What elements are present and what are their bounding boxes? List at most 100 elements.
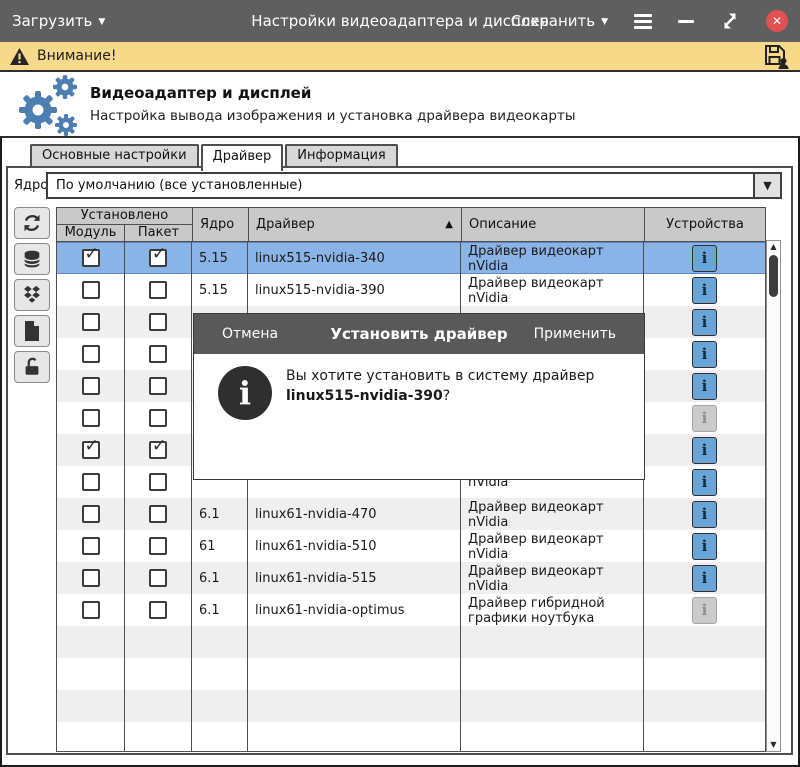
column-header-devices[interactable]: Устройства [666,217,744,232]
package-checkbox[interactable] [149,537,167,555]
device-info-button[interactable]: i [692,468,717,496]
sort-ascending-icon: ▲ [445,219,453,230]
module-checkbox[interactable] [81,377,100,395]
package-checkbox[interactable] [149,281,167,299]
info-icon: i [701,313,708,331]
description-cell: Драйвер видеокарт nVidia [461,274,644,306]
lock-open-icon [25,357,39,375]
file-icon [25,321,39,341]
kernel-cell: 6.1 [192,498,248,530]
package-checkbox[interactable] [149,569,167,587]
scroll-down-icon[interactable]: ▼ [770,740,777,749]
device-info-button[interactable]: i [692,564,717,592]
description-cell: Драйвер видеокарт nVidia [461,498,644,530]
device-info-button[interactable]: i [692,500,717,528]
column-header-package[interactable]: Пакет [137,225,180,240]
refresh-icon [24,214,40,232]
module-checkbox[interactable] [81,569,100,587]
kernel-cell: 6.1 [192,562,248,594]
page-title: Видеоадаптер и дисплей [90,84,312,102]
unlock-button[interactable] [14,351,50,383]
device-info-button: i [692,404,717,432]
repository-button[interactable] [14,243,50,275]
table-row[interactable]: 5.15 linux515-nvidia-390 Драйвер видеока… [57,274,765,306]
column-header-kernel[interactable]: Ядро [193,208,249,241]
module-checkbox[interactable] [81,345,100,363]
module-checkbox[interactable] [81,409,100,427]
chevron-down-icon: ▼ [98,17,106,27]
cancel-button[interactable]: Отмена [222,326,279,342]
save-config-button[interactable] [763,43,790,69]
package-checkbox[interactable] [149,505,167,523]
database-icon [23,250,41,268]
kernel-cell: 6.1 [192,594,248,626]
package-checkbox[interactable] [149,345,167,363]
vertical-scrollbar[interactable]: ▲ ▼ [766,240,781,752]
column-header-driver[interactable]: Драйвер ▲ [249,208,462,241]
titlebar-controls: Сохранить ▼ ✕ [511,10,788,32]
table-row[interactable]: 6.1 linux61-nvidia-optimus Драйвер гибри… [57,594,765,626]
refresh-button[interactable] [14,207,50,239]
package-checkbox[interactable]: ✓ [149,244,167,267]
package-checkbox[interactable] [149,409,167,427]
warning-text: Внимание! [37,48,117,64]
driver-cell: linux61-nvidia-515 [248,562,461,594]
check-mark: ✓ [152,244,167,264]
apply-button[interactable]: Применить [533,326,616,342]
info-icon: i [701,249,708,267]
kernel-filter-select[interactable]: По умолчанию (все установленные) ▼ [46,172,782,199]
close-button[interactable]: ✕ [766,10,788,32]
table-row[interactable]: 6.1 linux61-nvidia-470 Драйвер видеокарт… [57,498,765,530]
driver-cell [248,466,461,498]
log-button[interactable] [14,315,50,347]
package-checkbox[interactable] [149,313,167,331]
device-info-button[interactable]: i [692,436,717,464]
module-checkbox[interactable] [81,473,100,491]
module-checkbox[interactable] [81,537,100,555]
driver-cell: linux61-nvidia-optimus [248,594,461,626]
tab-information[interactable]: Информация [285,144,398,166]
module-checkbox[interactable] [81,505,100,523]
info-icon: i [701,409,708,427]
table-row[interactable]: 6.1 linux61-nvidia-515 Драйвер видеокарт… [57,562,765,594]
resize-button[interactable] [720,11,740,31]
column-header-description[interactable]: Описание [462,208,645,241]
device-info-button[interactable]: i [692,532,717,560]
kernel-cell: 61 [192,530,248,562]
column-header-installed: Установлено [57,208,192,225]
device-info-button[interactable]: i [692,276,717,304]
info-icon: i [701,377,708,395]
tab-driver[interactable]: Драйвер [200,144,284,171]
table-row[interactable]: ✓ ✓ 5.15 linux515-nvidia-340 Драйвер вид… [57,242,765,274]
load-menu-button[interactable]: Загрузить ▼ [12,12,105,30]
package-checkbox[interactable]: ✓ [149,436,167,459]
info-icon: i [701,601,708,619]
tab-basic-settings[interactable]: Основные настройки [30,144,199,166]
combo-dropdown-button[interactable]: ▼ [753,174,780,197]
save-menu-button[interactable]: Сохранить ▼ [511,12,608,30]
scroll-up-icon[interactable]: ▲ [770,242,777,251]
module-checkbox[interactable] [81,601,100,619]
table-row[interactable]: 61 linux61-nvidia-510 Драйвер видеокарт n… [57,530,765,562]
column-header-module[interactable]: Модуль [57,225,125,241]
info-icon: i [701,441,708,459]
device-info-button[interactable]: i [692,308,717,336]
scrollbar-thumb[interactable] [769,255,778,297]
package-checkbox[interactable] [149,601,167,619]
page-subtitle: Настройка вывода изображения и установка… [90,108,576,124]
package-checkbox[interactable] [149,473,167,491]
package-checkbox[interactable] [149,377,167,395]
module-checkbox[interactable] [81,313,100,331]
hamburger-menu-button[interactable] [634,13,652,29]
module-checkbox[interactable]: ✓ [81,244,100,267]
packages-button[interactable] [14,279,50,311]
device-info-button[interactable]: i [692,244,717,272]
device-info-button[interactable]: i [692,340,717,368]
table-row-empty [57,690,765,722]
driver-cell: linux515-nvidia-340 [248,242,461,274]
minimize-button[interactable] [678,19,694,23]
device-info-button[interactable]: i [692,372,717,400]
table-row-empty [57,626,765,658]
module-checkbox[interactable] [81,281,100,299]
module-checkbox[interactable]: ✓ [81,436,100,459]
